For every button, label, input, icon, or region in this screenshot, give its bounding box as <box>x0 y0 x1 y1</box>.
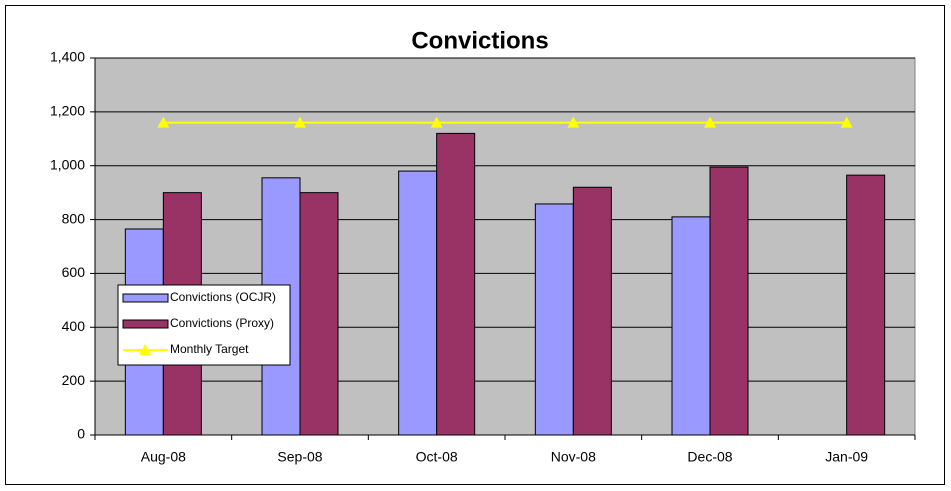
bar <box>436 132 476 436</box>
y-tick-label: 1,200 <box>50 103 85 119</box>
line-marker <box>704 116 716 128</box>
x-tick-label: Oct-08 <box>416 449 458 465</box>
bar <box>572 186 612 436</box>
bar <box>671 216 711 436</box>
y-tick-label: 0 <box>77 426 85 442</box>
bar <box>398 170 438 436</box>
y-tick-label: 1,000 <box>50 156 85 172</box>
x-tick-label: Dec-08 <box>687 449 732 465</box>
legend-swatch <box>122 319 169 329</box>
y-tick-label: 1,400 <box>50 49 85 65</box>
bar <box>534 203 574 436</box>
legend-label: Convictions (OCJR) <box>170 290 276 304</box>
bar <box>299 192 339 436</box>
x-tick-label: Sep-08 <box>277 449 322 465</box>
y-tick-label: 600 <box>62 264 86 280</box>
x-tick-label: Aug-08 <box>141 449 186 465</box>
legend-label: Monthly Target <box>170 342 249 356</box>
line-marker <box>567 116 580 128</box>
bar <box>709 166 749 436</box>
legend-swatch <box>122 293 169 303</box>
y-tick-label: 400 <box>62 318 86 334</box>
y-tick-label: 200 <box>62 372 86 388</box>
x-tick-label: Jan-09 <box>825 449 868 465</box>
line-marker <box>294 116 306 128</box>
line-marker <box>430 116 443 128</box>
bar <box>846 174 886 436</box>
line-marker <box>840 116 853 128</box>
chart-title: Convictions <box>411 27 548 54</box>
x-tick-label: Nov-08 <box>551 449 596 465</box>
legend-marker <box>139 344 151 355</box>
y-tick-label: 800 <box>62 210 86 226</box>
legend-label: Convictions (Proxy) <box>170 316 274 330</box>
plot-area <box>94 57 916 436</box>
line-marker <box>157 116 170 128</box>
